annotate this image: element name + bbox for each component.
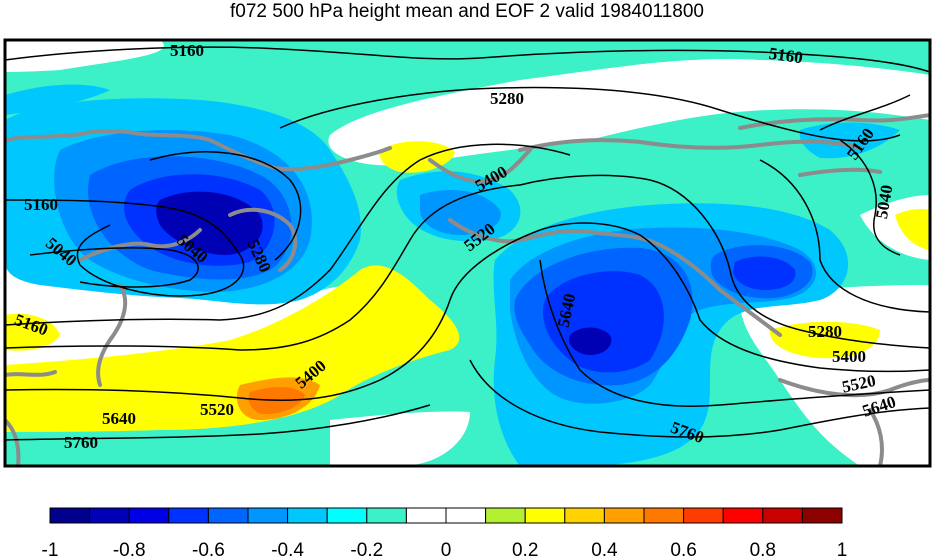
- colorbar-swatch: [89, 507, 130, 524]
- contour-5280-west: [149, 151, 302, 261]
- height-contours: [5, 46, 930, 441]
- anomaly-shading: [5, 40, 930, 466]
- colorbar-tick-label: 0.4: [591, 540, 618, 558]
- colorbar: [49, 507, 843, 524]
- contour-5520-east: [539, 222, 930, 373]
- contour-5160-north: [5, 46, 930, 73]
- colorbar-swatch: [762, 507, 803, 524]
- contour-5280-north: [279, 86, 901, 142]
- colorbar-swatch: [603, 507, 645, 524]
- contour-5400-east: [519, 174, 930, 349]
- contour-label: 5160: [170, 41, 204, 60]
- contour-label: 5760: [64, 433, 98, 452]
- contour-5040-east: [839, 139, 901, 256]
- contour-label: 5640: [102, 409, 136, 428]
- map-title: f072 500 hPa height mean and EOF 2 valid…: [230, 1, 704, 22]
- contour-5400-mid: [5, 143, 571, 326]
- colorbar-tick-label: -0.6: [192, 540, 225, 558]
- colorbar-tick-label: 0: [441, 540, 452, 558]
- colorbar-swatch: [207, 507, 249, 524]
- contour-label: 5160: [24, 195, 58, 214]
- contour-5160-west: [5, 199, 245, 297]
- colorbar-swatch: [722, 507, 764, 524]
- contour-label: 5400: [832, 347, 866, 366]
- colorbar-tick-label: -1: [42, 540, 59, 558]
- contour-label: 5280: [490, 89, 524, 108]
- contour-5280-east: [759, 159, 930, 313]
- colorbar-swatch: [445, 507, 487, 524]
- colorbar-swatch: [287, 507, 328, 524]
- colorbar-tick-label: -0.8: [113, 540, 146, 558]
- contour-5520-mid: [5, 184, 521, 351]
- colorbar-swatch: [485, 507, 526, 524]
- colorbar-swatch: [128, 507, 170, 524]
- contour-5040-west: [29, 247, 199, 288]
- contour-label: 5160: [768, 44, 804, 68]
- colorbar-swatch: [801, 507, 843, 524]
- contour-label: 5280: [808, 322, 842, 341]
- colorbar-tick-label: 0.2: [512, 540, 538, 558]
- colorbar-swatch: [643, 507, 685, 524]
- contour-5160-east: [819, 94, 911, 131]
- colorbar-tick-label: -0.4: [271, 540, 304, 558]
- coastlines: [5, 113, 930, 466]
- contour-label: 5520: [200, 400, 234, 419]
- colorbar-tick-labels: -1 -0.8 -0.6 -0.4 -0.2 0 0.2 0.4 0.6 0.8 1: [42, 540, 848, 558]
- contour-5760-east: [469, 359, 930, 438]
- colorbar-swatch: [49, 507, 91, 524]
- colorbar-swatch: [524, 507, 566, 524]
- colorbar-swatch: [683, 507, 724, 524]
- colorbar-swatch: [366, 507, 407, 524]
- colorbar-tick-label: 0.6: [670, 540, 696, 558]
- contour-5640-east: [539, 259, 930, 407]
- colorbar-tick-label: -0.2: [350, 540, 383, 558]
- colorbar-swatch: [405, 507, 447, 524]
- colorbar-swatch: [168, 507, 209, 524]
- contour-5640-mid: [5, 229, 541, 401]
- contour-5760-west: [5, 404, 431, 441]
- plot-frame: [3, 38, 932, 468]
- colorbar-tick-label: 0.8: [750, 540, 776, 558]
- colorbar-tick-label: 1: [837, 540, 848, 558]
- colorbar-swatch: [564, 507, 605, 524]
- colorbar-swatch: [326, 507, 368, 524]
- colorbar-swatch: [247, 507, 289, 524]
